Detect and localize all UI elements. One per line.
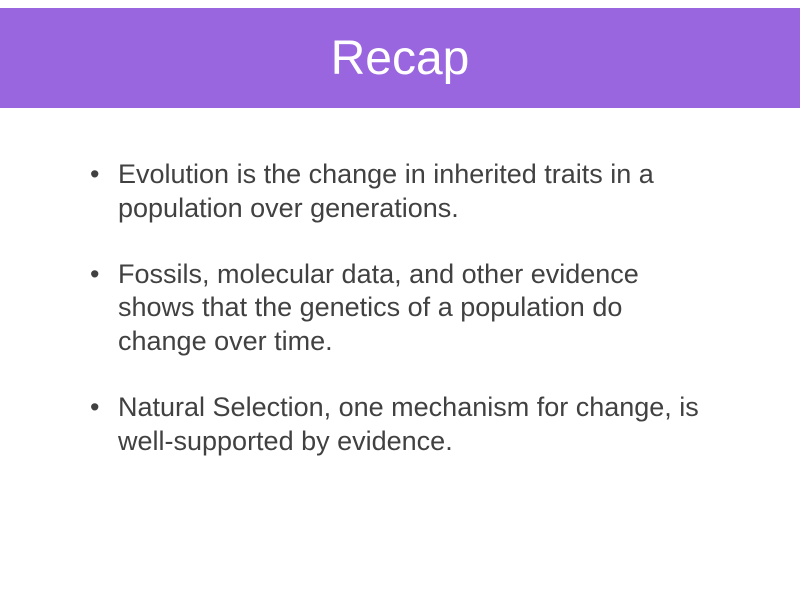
list-item: Evolution is the change in inherited tra… — [90, 158, 710, 226]
bullet-list: Evolution is the change in inherited tra… — [90, 158, 710, 458]
list-item: Fossils, molecular data, and other evide… — [90, 258, 710, 359]
content-area: Evolution is the change in inherited tra… — [0, 108, 800, 458]
header-bar: Recap — [0, 8, 800, 108]
list-item: Natural Selection, one mechanism for cha… — [90, 391, 710, 459]
page-title: Recap — [331, 31, 470, 86]
